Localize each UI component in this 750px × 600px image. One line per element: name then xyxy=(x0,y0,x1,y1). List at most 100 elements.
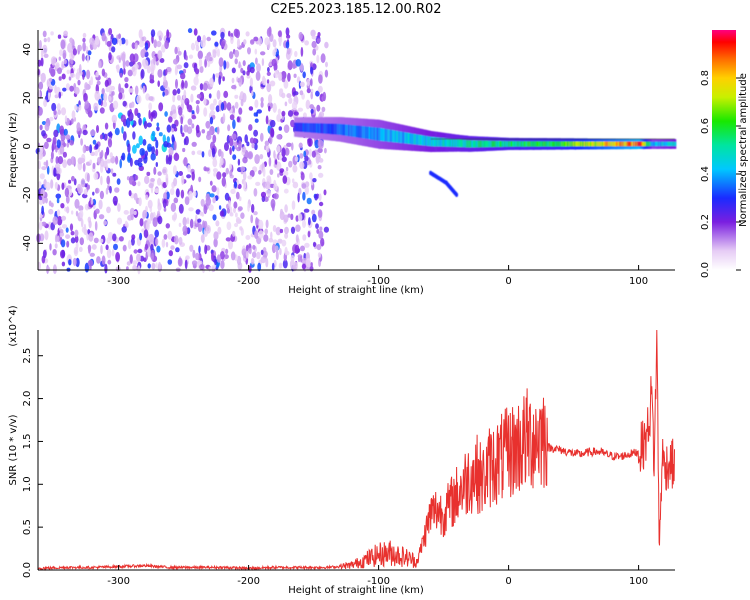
band-column-core xyxy=(494,140,497,147)
noise-blob xyxy=(292,91,299,96)
noise-blob xyxy=(229,169,233,177)
noise-blob xyxy=(236,38,241,48)
noise-blob xyxy=(232,230,236,237)
noise-blob xyxy=(38,160,41,170)
noise-blob xyxy=(191,260,198,266)
noise-blob xyxy=(270,128,275,138)
noise-blob xyxy=(44,230,49,241)
noise-blob xyxy=(92,162,96,170)
band-column-core xyxy=(608,141,610,147)
band-column-core xyxy=(510,141,512,147)
noise-blob xyxy=(116,178,121,185)
noise-blob xyxy=(242,60,246,67)
noise-blob xyxy=(104,122,109,130)
noise-blob xyxy=(186,174,192,179)
noise-blob xyxy=(48,77,53,82)
noise-blob xyxy=(243,39,247,45)
noise-blob xyxy=(311,209,316,215)
band-column-core xyxy=(426,136,428,146)
band-column-core xyxy=(662,141,664,147)
noise-blob xyxy=(78,104,82,111)
band-column-core xyxy=(479,140,481,148)
band-column-core xyxy=(372,127,374,140)
band-column-core xyxy=(454,139,456,147)
noise-blob xyxy=(229,147,232,155)
noise-blob xyxy=(119,159,122,169)
band-column-core xyxy=(442,138,445,147)
noise-blob xyxy=(128,111,134,122)
noise-blob xyxy=(199,91,205,102)
noise-blob xyxy=(293,73,297,79)
noise-blob xyxy=(87,184,90,190)
noise-blob xyxy=(250,214,254,224)
band-column-core xyxy=(669,141,672,147)
noise-blob xyxy=(112,172,117,177)
colorbar: 0.0 0.2 0.4 0.6 0.8 Normalized spectral ampl… xyxy=(700,30,749,278)
band-column-core xyxy=(398,131,400,143)
noise-blob xyxy=(155,162,158,167)
noise-blob xyxy=(108,52,112,61)
noise-blob xyxy=(95,71,99,78)
band-column-core xyxy=(622,141,625,147)
noise-blob xyxy=(295,59,302,67)
noise-blob xyxy=(247,175,253,180)
noise-blob xyxy=(209,116,214,125)
band-column-core xyxy=(350,124,352,137)
band-column-core xyxy=(382,128,385,142)
chart-title: C2E5.2023.185.12.00.R02 xyxy=(270,2,442,17)
noise-blob xyxy=(277,238,283,244)
noise-blob xyxy=(59,144,65,155)
noise-blob xyxy=(39,124,43,131)
noise-blob xyxy=(177,257,183,267)
noise-blob xyxy=(171,123,177,129)
spectrogram-x-ticks: -300 -200 -100 0 100 xyxy=(107,265,648,287)
noise-blob xyxy=(70,59,74,65)
noise-blob xyxy=(53,167,57,177)
noise-blob xyxy=(193,76,199,86)
noise-blob xyxy=(255,71,261,81)
noise-blob xyxy=(80,178,86,188)
band-column-core xyxy=(552,141,554,147)
noise-blob xyxy=(188,207,194,212)
noise-blob xyxy=(63,30,68,37)
noise-blob xyxy=(158,261,161,270)
noise-blob xyxy=(315,90,320,97)
noise-blob xyxy=(226,207,230,214)
noise-blob xyxy=(68,259,72,266)
noise-blob xyxy=(163,192,168,201)
noise-blob xyxy=(58,91,62,99)
band-column-core xyxy=(506,141,508,147)
noise-blob xyxy=(70,156,76,165)
band-column-core xyxy=(306,122,309,133)
noise-blob xyxy=(49,116,54,122)
noise-blob xyxy=(296,77,300,84)
noise-blob xyxy=(214,41,219,47)
noise-blob xyxy=(234,58,238,65)
band-column-core xyxy=(556,141,558,147)
noise-blob xyxy=(154,188,160,194)
noise-blob xyxy=(282,170,289,177)
band-column-core xyxy=(425,135,427,146)
noise-blob xyxy=(78,246,83,252)
noise-blob xyxy=(110,85,116,91)
noise-blob xyxy=(196,150,203,156)
band-column-core xyxy=(504,141,506,147)
noise-blob xyxy=(229,51,234,59)
noise-blob xyxy=(155,148,159,157)
noise-blob xyxy=(265,145,270,153)
band-column-core xyxy=(553,141,555,147)
noise-blob xyxy=(225,61,230,69)
noise-blob xyxy=(100,175,103,186)
noise-blob xyxy=(168,250,173,257)
noise-blob xyxy=(171,134,175,143)
noise-blob xyxy=(215,73,220,78)
noise-blob xyxy=(309,148,312,157)
noise-blob xyxy=(299,62,304,72)
band-column-core xyxy=(660,141,662,147)
band-column-core xyxy=(437,137,440,147)
noise-blob xyxy=(284,147,290,156)
noise-blob xyxy=(284,232,289,239)
noise-blob xyxy=(200,198,205,207)
noise-blob xyxy=(54,234,58,243)
noise-blob xyxy=(256,109,262,114)
